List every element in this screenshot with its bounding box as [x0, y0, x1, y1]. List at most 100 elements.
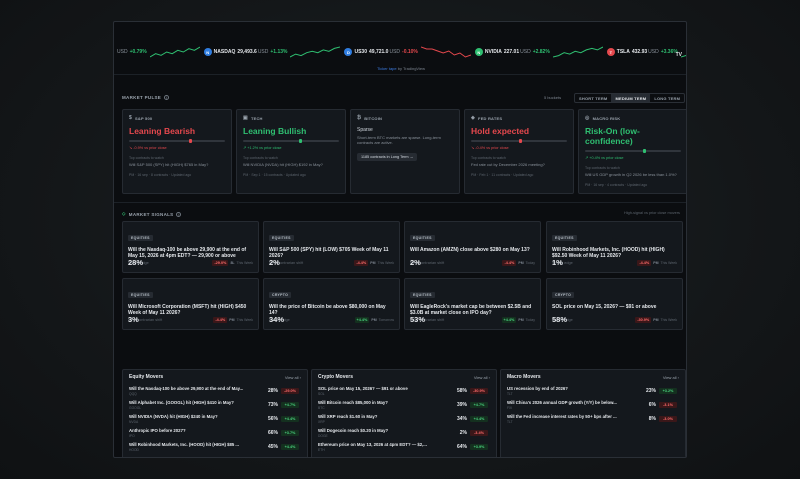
ticker-unit: USD: [117, 49, 128, 55]
mover-row[interactable]: Anthropic IPO before 2027? IPO 66% +3.7%: [129, 426, 301, 440]
equity-movers-panel: Equity Movers View all › Will the Nasdaq-1…: [122, 369, 308, 457]
ticker-tape[interactable]: USD +0.79% N NASDAQ 29,493.6 USD +1.13% D US30 49…: [114, 40, 686, 64]
mover-row[interactable]: Ethereum price on May 13, 2026 at 4pm ED…: [318, 440, 490, 454]
signal-change-badge: -30.9%: [635, 316, 652, 323]
mover-row[interactable]: Will the Nasdaq-100 be above 29,900 at t…: [129, 384, 301, 398]
signal-card[interactable]: EQUITIES Will Microsoft Corporation (MSFT…: [122, 278, 259, 330]
mover-row[interactable]: Will Alphabet Inc. (GOOGL) hit (HIGH) $4…: [129, 398, 301, 412]
ticker-change: -0.10%: [402, 49, 418, 55]
ticker-credit-link[interactable]: Ticker tape: [376, 66, 397, 71]
pulse-card-fed-rates[interactable]: ◈ FED RATES Hold expected ↘ -0.4% vs prior …: [464, 109, 574, 194]
signal-note: Near contrarian shift: [128, 318, 163, 322]
pulse-foot: PM · Sep 1 · 15 contracts · Updated ago: [243, 173, 306, 178]
ticker-item[interactable]: T TSLA 432.93 USD +3.36%: [606, 46, 686, 58]
tab-short-term[interactable]: SHORT TERM: [579, 96, 608, 101]
sparkline-path: [149, 46, 200, 58]
mover-change-badge: +4.4%: [470, 416, 488, 422]
signal-card[interactable]: CRYPTO SOL price on May 15, 2026? — $91 o…: [546, 278, 683, 330]
signal-timeframe: Today: [525, 317, 535, 322]
pulse-card-bitcoin[interactable]: ₿ BITCOIN Sparse Short-term BTC markets are…: [350, 109, 460, 194]
signal-change-badge: -4.4%: [637, 259, 652, 266]
ticker-symbol: NVIDIA: [484, 49, 502, 55]
mover-row[interactable]: Will China's 2026 annual GDP growth (Y/Y…: [507, 398, 679, 412]
pulse-sub: Top contracts to watch: [585, 166, 620, 170]
mover-ticker: IPO: [129, 434, 135, 438]
view-all-link[interactable]: View all ›: [284, 374, 301, 380]
mover-change-badge: -30.9%: [470, 388, 488, 394]
sparkline-path: [420, 46, 471, 58]
mover-question: Will Bitcoin reach $85,000 in May?: [318, 400, 388, 405]
pulse-headline: Leaning Bullish: [243, 126, 307, 136]
mover-ticker: TLT: [507, 392, 513, 396]
signal-card[interactable]: EQUITIES Will Amazon (AMZN) close above $…: [404, 221, 541, 273]
pulse-delta: ↗ +0.4% vs prior close: [585, 156, 624, 160]
signal-timeframe: This Week: [660, 317, 677, 322]
signal-stats: 58% -30.9% PM This Week: [552, 315, 677, 324]
category-icon: ◈: [471, 115, 476, 121]
signal-card[interactable]: EQUITIES Will the Nasdaq-100 be above 29,…: [122, 221, 259, 273]
sparkline-path: [290, 46, 341, 58]
ticker-logo-icon: N: [474, 48, 483, 56]
ticker-item[interactable]: N NVIDIA 227.01 USD +2.82%: [474, 46, 603, 58]
view-all-link[interactable]: View all ›: [662, 374, 679, 380]
mover-change-badge: +4.7%: [470, 402, 488, 408]
signal-tag: EQUITIES: [128, 292, 153, 298]
mover-text: Will China's 2026 annual GDP growth (Y/Y…: [507, 400, 642, 410]
ticker-change: +3.36%: [660, 49, 678, 55]
ticker-item[interactable]: USD +0.79%: [114, 46, 200, 58]
mover-probability: 39%: [456, 402, 467, 408]
pulse-card-s-p-500[interactable]: $ S&P 500 Leaning Bearish ↘ -0.9% vs prior …: [122, 109, 232, 194]
mover-probability: 56%: [267, 416, 278, 422]
ticker-credit-text: by TradingView: [396, 66, 426, 71]
ticker-sparkline: [552, 46, 603, 58]
mover-probability: 58%: [456, 388, 467, 394]
mover-question: Ethereum price on May 13, 2026 at 4pm ED…: [318, 442, 427, 447]
pulse-card-macro-risk[interactable]: ◎ MACRO RISK Risk-On (low-confidence) ↗ +0.…: [578, 109, 686, 194]
signal-probability: 2%: [269, 258, 280, 267]
mover-row[interactable]: SOL price on May 15, 2026? — $91 or abov…: [318, 384, 490, 398]
signal-stats: 34% +4.4% PM Tomorrow: [269, 315, 394, 324]
tab-medium-term[interactable]: MEDIUM TERM: [611, 94, 651, 102]
signal-card[interactable]: EQUITIES Will EagleRock's market cap be b…: [404, 278, 541, 330]
mover-text: SOL price on May 15, 2026? — $91 or abov…: [318, 386, 453, 396]
mover-change-badge: +3.7%: [281, 430, 299, 436]
view-all-link[interactable]: View all ›: [473, 374, 490, 380]
mover-row[interactable]: Will Robinhood Markets, Inc. (HOOD) hit …: [129, 440, 301, 454]
info-icon[interactable]: i: [176, 211, 182, 217]
info-icon[interactable]: i: [164, 95, 170, 100]
category-icon: ◎: [585, 115, 590, 121]
mover-probability: 34%: [456, 416, 467, 422]
mover-row[interactable]: Will NVIDIA (NVDA) hit (HIGH) $240 in Ma…: [129, 412, 301, 426]
long-term-contracts-button[interactable]: 1185 contracts in Long Term →: [357, 153, 418, 162]
mover-row[interactable]: Will XRP reach $1.60 in May? XRP 34% +4.4%: [318, 412, 490, 426]
category-icon: ▣: [243, 115, 248, 121]
ticker-item[interactable]: N NASDAQ 29,493.6 USD +1.13%: [203, 46, 341, 58]
signal-card[interactable]: CRYPTO Will the price of Bitcoin be above…: [263, 278, 400, 330]
signal-change-badge: -29.0%: [212, 259, 229, 266]
signal-card[interactable]: EQUITIES Will Robinhood Markets, Inc. (HO…: [546, 221, 683, 273]
mover-ticker: DOGE: [318, 434, 328, 438]
mover-row[interactable]: Will Dogecoin reach $0.20 in May? DOGE 2% -…: [318, 426, 490, 440]
pulse-headline: Leaning Bearish: [129, 126, 196, 136]
signal-tag: EQUITIES: [128, 235, 153, 241]
signal-note: Strong edge: [269, 318, 290, 322]
pulse-sub: Top contracts to watch: [129, 156, 164, 160]
signal-tag: EQUITIES: [269, 235, 294, 241]
mover-question: Will Alphabet Inc. (GOOGL) hit (HIGH) $4…: [129, 400, 234, 405]
pulse-desc: Short-term BTC markets are sparse. Long-…: [357, 135, 441, 146]
ticker-logo-icon: D: [344, 48, 353, 56]
ticker-change: +1.13%: [270, 49, 288, 55]
ticker-item[interactable]: D US30 49,721.0 USD -0.10%: [344, 46, 471, 58]
mover-question: Will Robinhood Markets, Inc. (HOOD) hit …: [129, 442, 240, 447]
mover-question: Will NVIDIA (NVDA) hit (HIGH) $240 in Ma…: [129, 414, 218, 419]
pulse-card-tech[interactable]: ▣ TECH Leaning Bullish ↗ +1.2% vs prior clo…: [236, 109, 346, 194]
signal-card[interactable]: EQUITIES Will S&P 500 (SPY) hit (LOW) $70…: [263, 221, 400, 273]
tab-long-term[interactable]: LONG TERM: [654, 96, 681, 101]
mover-row[interactable]: Will Bitcoin reach $85,000 in May? BTC 39%…: [318, 398, 490, 412]
ticker-logo-icon: T: [606, 48, 615, 56]
tradingview-logo[interactable]: TV: [675, 52, 682, 58]
mover-row[interactable]: US recession by end of 2026? TLT 23% +3.2%: [507, 384, 679, 398]
ticker-logo-icon: N: [203, 48, 212, 56]
mover-row[interactable]: Will the Fed increase interest rates by …: [507, 412, 679, 426]
signal-probability: 28%: [128, 258, 144, 267]
